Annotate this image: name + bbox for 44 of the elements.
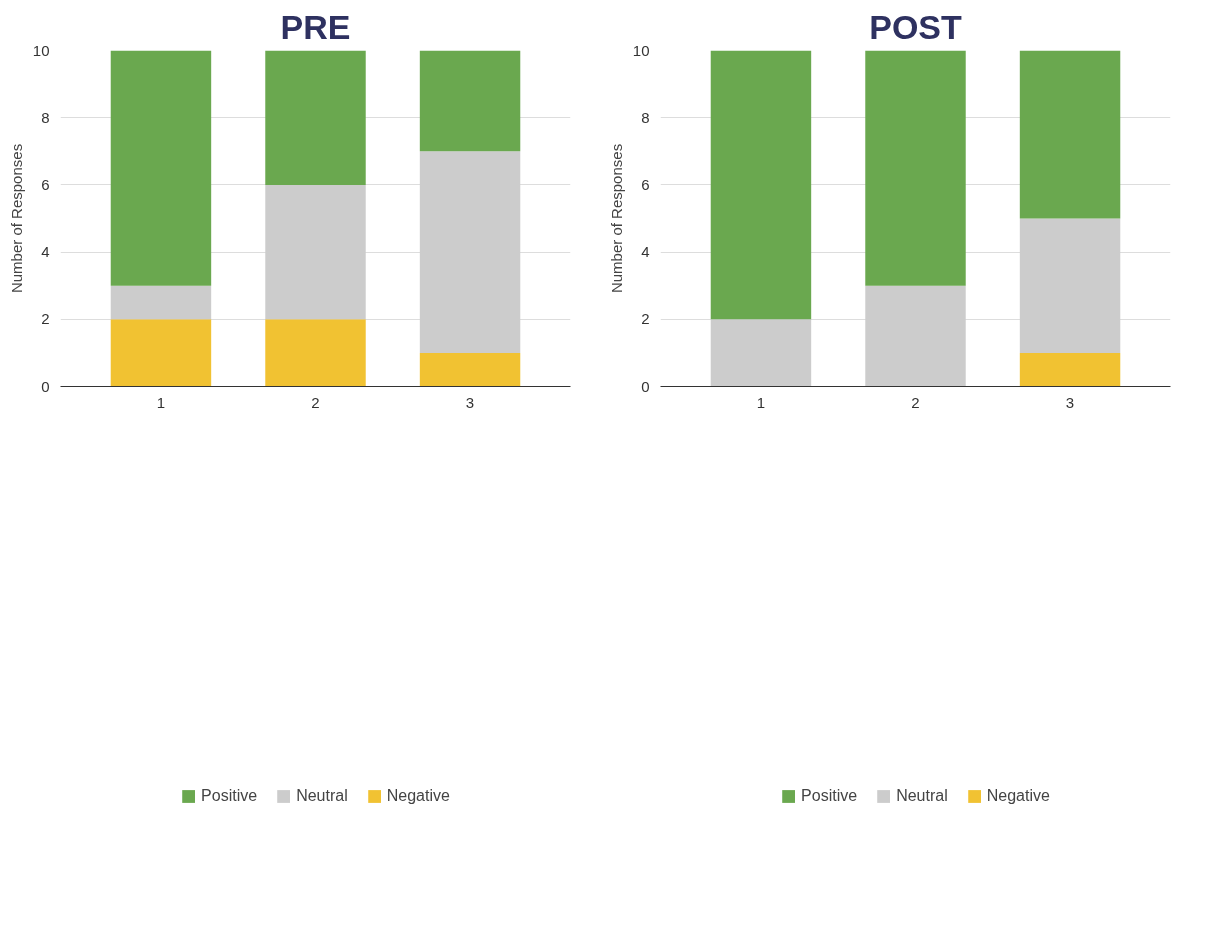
legend-label: Positive	[801, 786, 858, 805]
bar	[419, 151, 521, 353]
bar	[1019, 218, 1121, 353]
bar	[1019, 352, 1121, 387]
x-tick-label: 3	[465, 393, 475, 411]
chart-title: PRE	[280, 7, 351, 46]
bar	[419, 352, 521, 387]
y-axis-title: Number of Responses	[7, 143, 25, 294]
y-tick-label: 4	[641, 243, 650, 261]
y-tick-label: 2	[41, 310, 50, 328]
bar	[710, 319, 812, 387]
bar	[865, 50, 966, 286]
y-tick-label: 0	[41, 377, 50, 395]
bar	[110, 319, 212, 387]
legend-label: Negative	[986, 786, 1050, 805]
y-tick-label: 2	[641, 310, 650, 328]
legend-label: Positive	[201, 786, 258, 805]
chart-title: POST	[869, 7, 963, 46]
bar	[265, 184, 366, 320]
bar	[110, 285, 212, 320]
y-tick-label: 6	[41, 175, 50, 193]
bar	[110, 50, 212, 286]
legend-label: Neutral	[896, 786, 948, 805]
y-tick-label: 8	[641, 108, 650, 126]
bar	[265, 50, 366, 185]
x-tick-label: 1	[156, 393, 166, 411]
y-tick-label: 10	[632, 41, 650, 59]
bar	[265, 319, 366, 387]
bar	[1019, 50, 1121, 219]
y-axis-title: Number of Responses	[607, 143, 625, 294]
bar	[865, 285, 966, 387]
legend-label: Neutral	[296, 786, 348, 805]
x-tick-label: 3	[1065, 393, 1075, 411]
bar	[419, 50, 521, 152]
y-tick-label: 4	[41, 243, 50, 261]
x-tick-label: 1	[756, 393, 766, 411]
y-tick-label: 8	[41, 108, 50, 126]
y-tick-label: 0	[641, 377, 650, 395]
x-tick-label: 2	[311, 393, 320, 411]
y-tick-label: 10	[32, 41, 50, 59]
bar	[710, 50, 812, 320]
x-tick-label: 2	[911, 393, 920, 411]
y-tick-label: 6	[641, 175, 650, 193]
legend-label: Negative	[386, 786, 450, 805]
